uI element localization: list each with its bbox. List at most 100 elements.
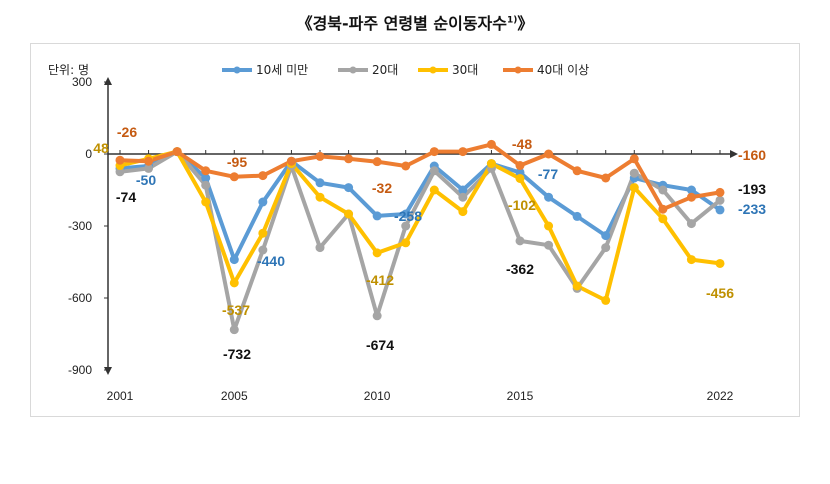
data-point bbox=[229, 172, 239, 182]
legend-label: 20대 bbox=[372, 63, 398, 77]
data-label: -74 bbox=[116, 189, 136, 205]
data-point bbox=[715, 205, 725, 215]
y-tick-label: -300 bbox=[68, 219, 92, 233]
data-point bbox=[401, 238, 411, 248]
data-point bbox=[429, 147, 439, 157]
data-label: -50 bbox=[136, 172, 156, 188]
data-point bbox=[686, 192, 696, 202]
legend-marker bbox=[233, 66, 241, 74]
data-point bbox=[686, 219, 696, 229]
data-point bbox=[401, 221, 411, 231]
data-point bbox=[344, 183, 354, 193]
data-point bbox=[601, 295, 611, 305]
data-label: -48 bbox=[512, 136, 532, 152]
y-tick-label: 300 bbox=[72, 75, 92, 89]
y-tick-label: -900 bbox=[68, 363, 92, 377]
data-point bbox=[601, 243, 611, 253]
data-label: -233 bbox=[738, 201, 766, 217]
data-point bbox=[144, 163, 154, 173]
data-label: -537 bbox=[222, 302, 250, 318]
x-tick-label: 2022 bbox=[707, 389, 734, 403]
data-point bbox=[258, 171, 268, 181]
legend-marker bbox=[429, 66, 437, 74]
data-point bbox=[372, 157, 382, 167]
data-point bbox=[658, 214, 668, 224]
data-point bbox=[258, 228, 268, 238]
unit-label: 단위: 명 bbox=[48, 63, 89, 77]
data-point bbox=[201, 180, 211, 190]
data-point bbox=[486, 159, 496, 169]
x-tick-label: 2010 bbox=[364, 389, 391, 403]
data-point bbox=[372, 211, 382, 221]
data-point bbox=[686, 255, 696, 265]
data-label: -77 bbox=[538, 166, 558, 182]
data-point bbox=[258, 245, 268, 255]
legend: 10세 미만 20대 30대 40대 이상 bbox=[222, 63, 589, 77]
data-point bbox=[686, 185, 696, 195]
data-label: -412 bbox=[366, 272, 394, 288]
data-point bbox=[286, 156, 296, 166]
data-point bbox=[544, 221, 554, 231]
data-point bbox=[429, 185, 439, 195]
legend-marker bbox=[349, 66, 357, 74]
series-lines bbox=[118, 142, 722, 332]
x-tick-label: 2015 bbox=[507, 389, 534, 403]
data-point bbox=[715, 187, 725, 197]
data-label: -95 bbox=[227, 154, 247, 170]
data-label: -674 bbox=[366, 337, 394, 353]
legend-label: 10세 미만 bbox=[256, 63, 308, 77]
data-point bbox=[629, 183, 639, 193]
data-point bbox=[458, 192, 468, 202]
data-point bbox=[629, 168, 639, 178]
series-points bbox=[115, 139, 725, 335]
series-line bbox=[118, 149, 722, 303]
data-point bbox=[315, 192, 325, 202]
data-label: -258 bbox=[394, 208, 422, 224]
axes: 300 0 -300 -600 -900 2001 2005 2010 2015 2022 bbox=[68, 75, 738, 403]
data-point bbox=[201, 173, 211, 183]
data-point bbox=[515, 236, 525, 246]
data-point bbox=[229, 255, 239, 265]
data-point bbox=[201, 166, 211, 176]
data-point bbox=[458, 185, 468, 195]
data-label: -26 bbox=[117, 124, 137, 140]
data-label: -456 bbox=[706, 285, 734, 301]
data-point bbox=[429, 166, 439, 176]
data-point bbox=[544, 149, 554, 159]
x-axis-arrow bbox=[730, 150, 738, 158]
data-point bbox=[258, 197, 268, 207]
data-point bbox=[658, 185, 668, 195]
y-axis-arrow-bottom bbox=[104, 367, 112, 375]
data-label: -32 bbox=[372, 180, 392, 196]
series-line bbox=[118, 149, 722, 332]
data-point bbox=[229, 325, 239, 335]
data-point bbox=[115, 167, 125, 177]
data-point bbox=[658, 204, 668, 214]
data-label: -160 bbox=[738, 147, 766, 163]
data-label: -732 bbox=[223, 346, 251, 362]
data-point bbox=[629, 154, 639, 164]
data-point bbox=[715, 258, 725, 268]
legend-label: 40대 이상 bbox=[537, 63, 589, 77]
data-point bbox=[115, 155, 125, 165]
data-point bbox=[201, 197, 211, 207]
data-point bbox=[601, 231, 611, 241]
data-point bbox=[515, 173, 525, 183]
data-point bbox=[572, 281, 582, 291]
data-point bbox=[229, 278, 239, 288]
data-point bbox=[458, 207, 468, 217]
title-footnote: 1) bbox=[507, 15, 518, 26]
legend-label: 30대 bbox=[452, 63, 478, 77]
data-labels: -26 48 -50-74 -95 -440 -537 -732 -32-258 -412 -67… bbox=[93, 124, 766, 362]
series-line bbox=[118, 142, 722, 212]
x-tick-label: 2001 bbox=[107, 389, 134, 403]
data-point bbox=[401, 209, 411, 219]
chart-title: 《경북-파주 연령별 순이동자수1)》 bbox=[296, 14, 534, 33]
data-point bbox=[601, 173, 611, 183]
data-label: 48 bbox=[93, 140, 109, 156]
legend-marker bbox=[514, 66, 522, 74]
data-point bbox=[458, 147, 468, 157]
data-point bbox=[401, 161, 411, 171]
data-point bbox=[315, 243, 325, 253]
